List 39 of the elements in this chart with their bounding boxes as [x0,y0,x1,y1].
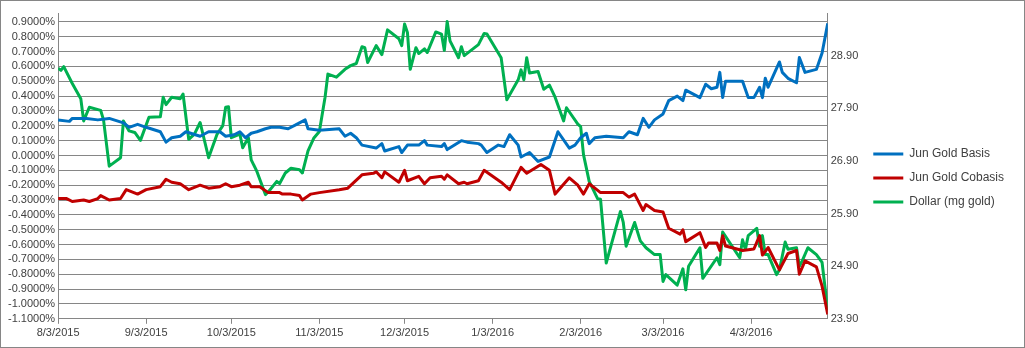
y-tick-label: -0.9000% [7,282,56,295]
y2-tick-label: 25.90 [830,206,859,219]
x-tick-label: 4/3/2016 [729,326,773,339]
y-tick-label: -1.0000% [7,296,56,309]
y2-tick-label: 28.90 [830,48,859,61]
y-tick-label: 0.6000% [11,59,56,72]
y2-tick-label: 27.90 [830,101,859,114]
y-tick-label: 0.0000% [11,148,56,161]
x-tick-label: 11/3/2015 [295,326,344,339]
y-tick-label: 0.7000% [11,44,56,57]
y-tick-label: 0.8000% [11,29,56,42]
y-tick-label: -0.1000% [7,163,56,176]
y2-tick-label: 26.90 [830,153,859,166]
y-tick-label: -1.1000% [7,311,56,324]
y2-tick-label: 23.90 [830,311,859,324]
y-tick-label: -0.7000% [7,252,56,265]
y-tick-label: -0.8000% [7,267,56,280]
y2-tick-label: 24.90 [830,259,859,272]
y-tick-label: 0.9000% [11,14,56,27]
x-tick-label: 12/3/2015 [380,326,430,339]
y-tick-label: -0.6000% [7,237,56,250]
y-tick-label: 0.3000% [11,104,56,117]
x-tick-label: 8/3/2015 [36,326,80,339]
legend-label: Jun Gold Basis [909,146,990,161]
x-tick-label: 3/3/2016 [641,326,685,339]
y-tick-label: -0.5000% [7,222,56,235]
y-tick-label: 0.4000% [11,89,56,102]
y-tick-label: -0.4000% [7,207,56,220]
y-tick-label: 0.2000% [11,118,56,131]
y-tick-label: -0.3000% [7,193,56,206]
x-tick-label: 9/3/2015 [124,326,168,339]
legend-label: Jun Gold Cobasis [909,170,1004,185]
y-tick-label: -0.2000% [7,178,56,191]
y-tick-label: 0.5000% [11,74,56,87]
x-tick-label: 1/3/2016 [471,326,515,339]
y-tick-label: 0.1000% [11,133,56,146]
x-tick-label: 2/3/2016 [559,326,603,339]
x-tick-label: 10/3/2015 [206,326,256,339]
legend-label: Dollar (mg gold) [909,194,995,209]
